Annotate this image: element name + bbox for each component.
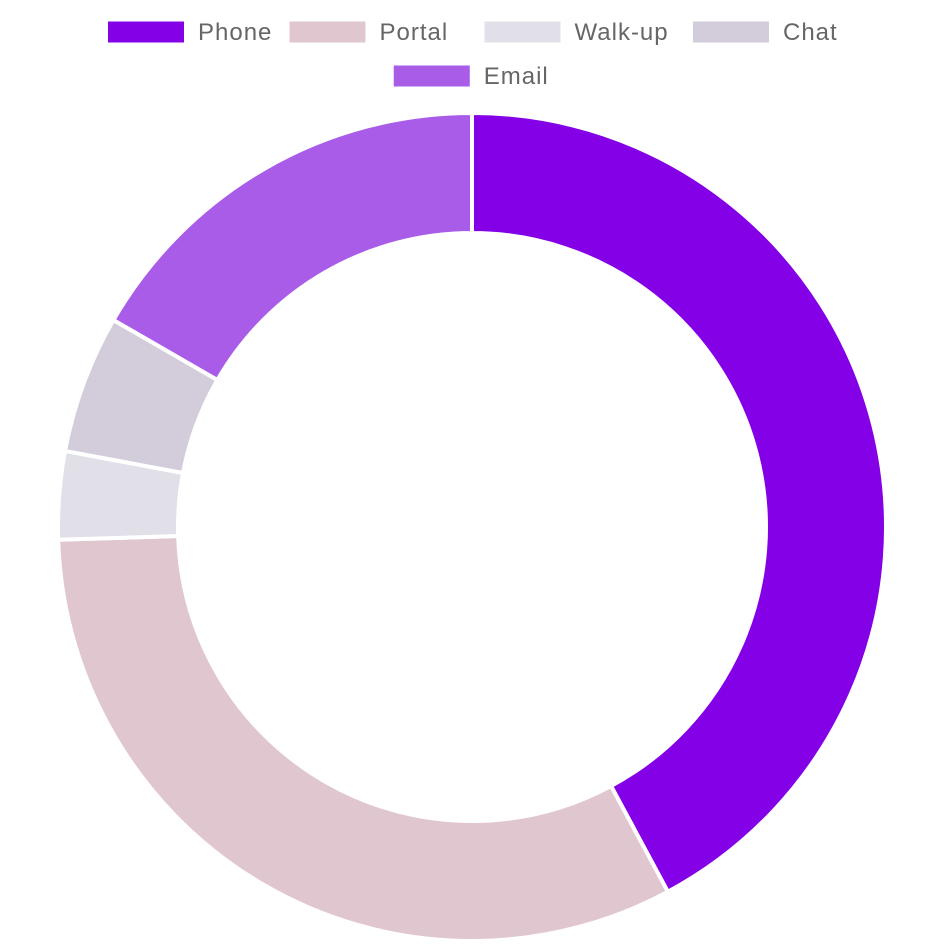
legend-label-phone: Phone [198,19,272,46]
legend-item-walk-up[interactable]: Walk-up [484,19,669,46]
legend-swatch-email [393,65,470,87]
chart-slices [56,111,888,943]
legend-swatch-walk-up [484,21,561,43]
legend-label-email: Email [484,63,549,90]
legend-item-phone[interactable]: Phone [108,19,272,46]
legend-label-chat: Chat [783,19,838,46]
slice-phone[interactable] [470,111,888,894]
legend-label-walk-up: Walk-up [575,19,669,46]
legend-swatch-portal [289,21,366,43]
legend-item-portal[interactable]: Portal [289,19,449,46]
legend-swatch-chat [693,21,769,43]
legend-label-portal: Portal [380,19,449,46]
legend-swatch-phone [108,21,184,43]
legend-item-email[interactable]: Email [393,63,549,90]
chart-legend: Phone Portal Walk-up Chat Email [108,19,838,90]
legend-item-chat[interactable]: Chat [693,19,838,46]
slice-email[interactable] [111,111,474,382]
slice-portal[interactable] [56,534,670,943]
